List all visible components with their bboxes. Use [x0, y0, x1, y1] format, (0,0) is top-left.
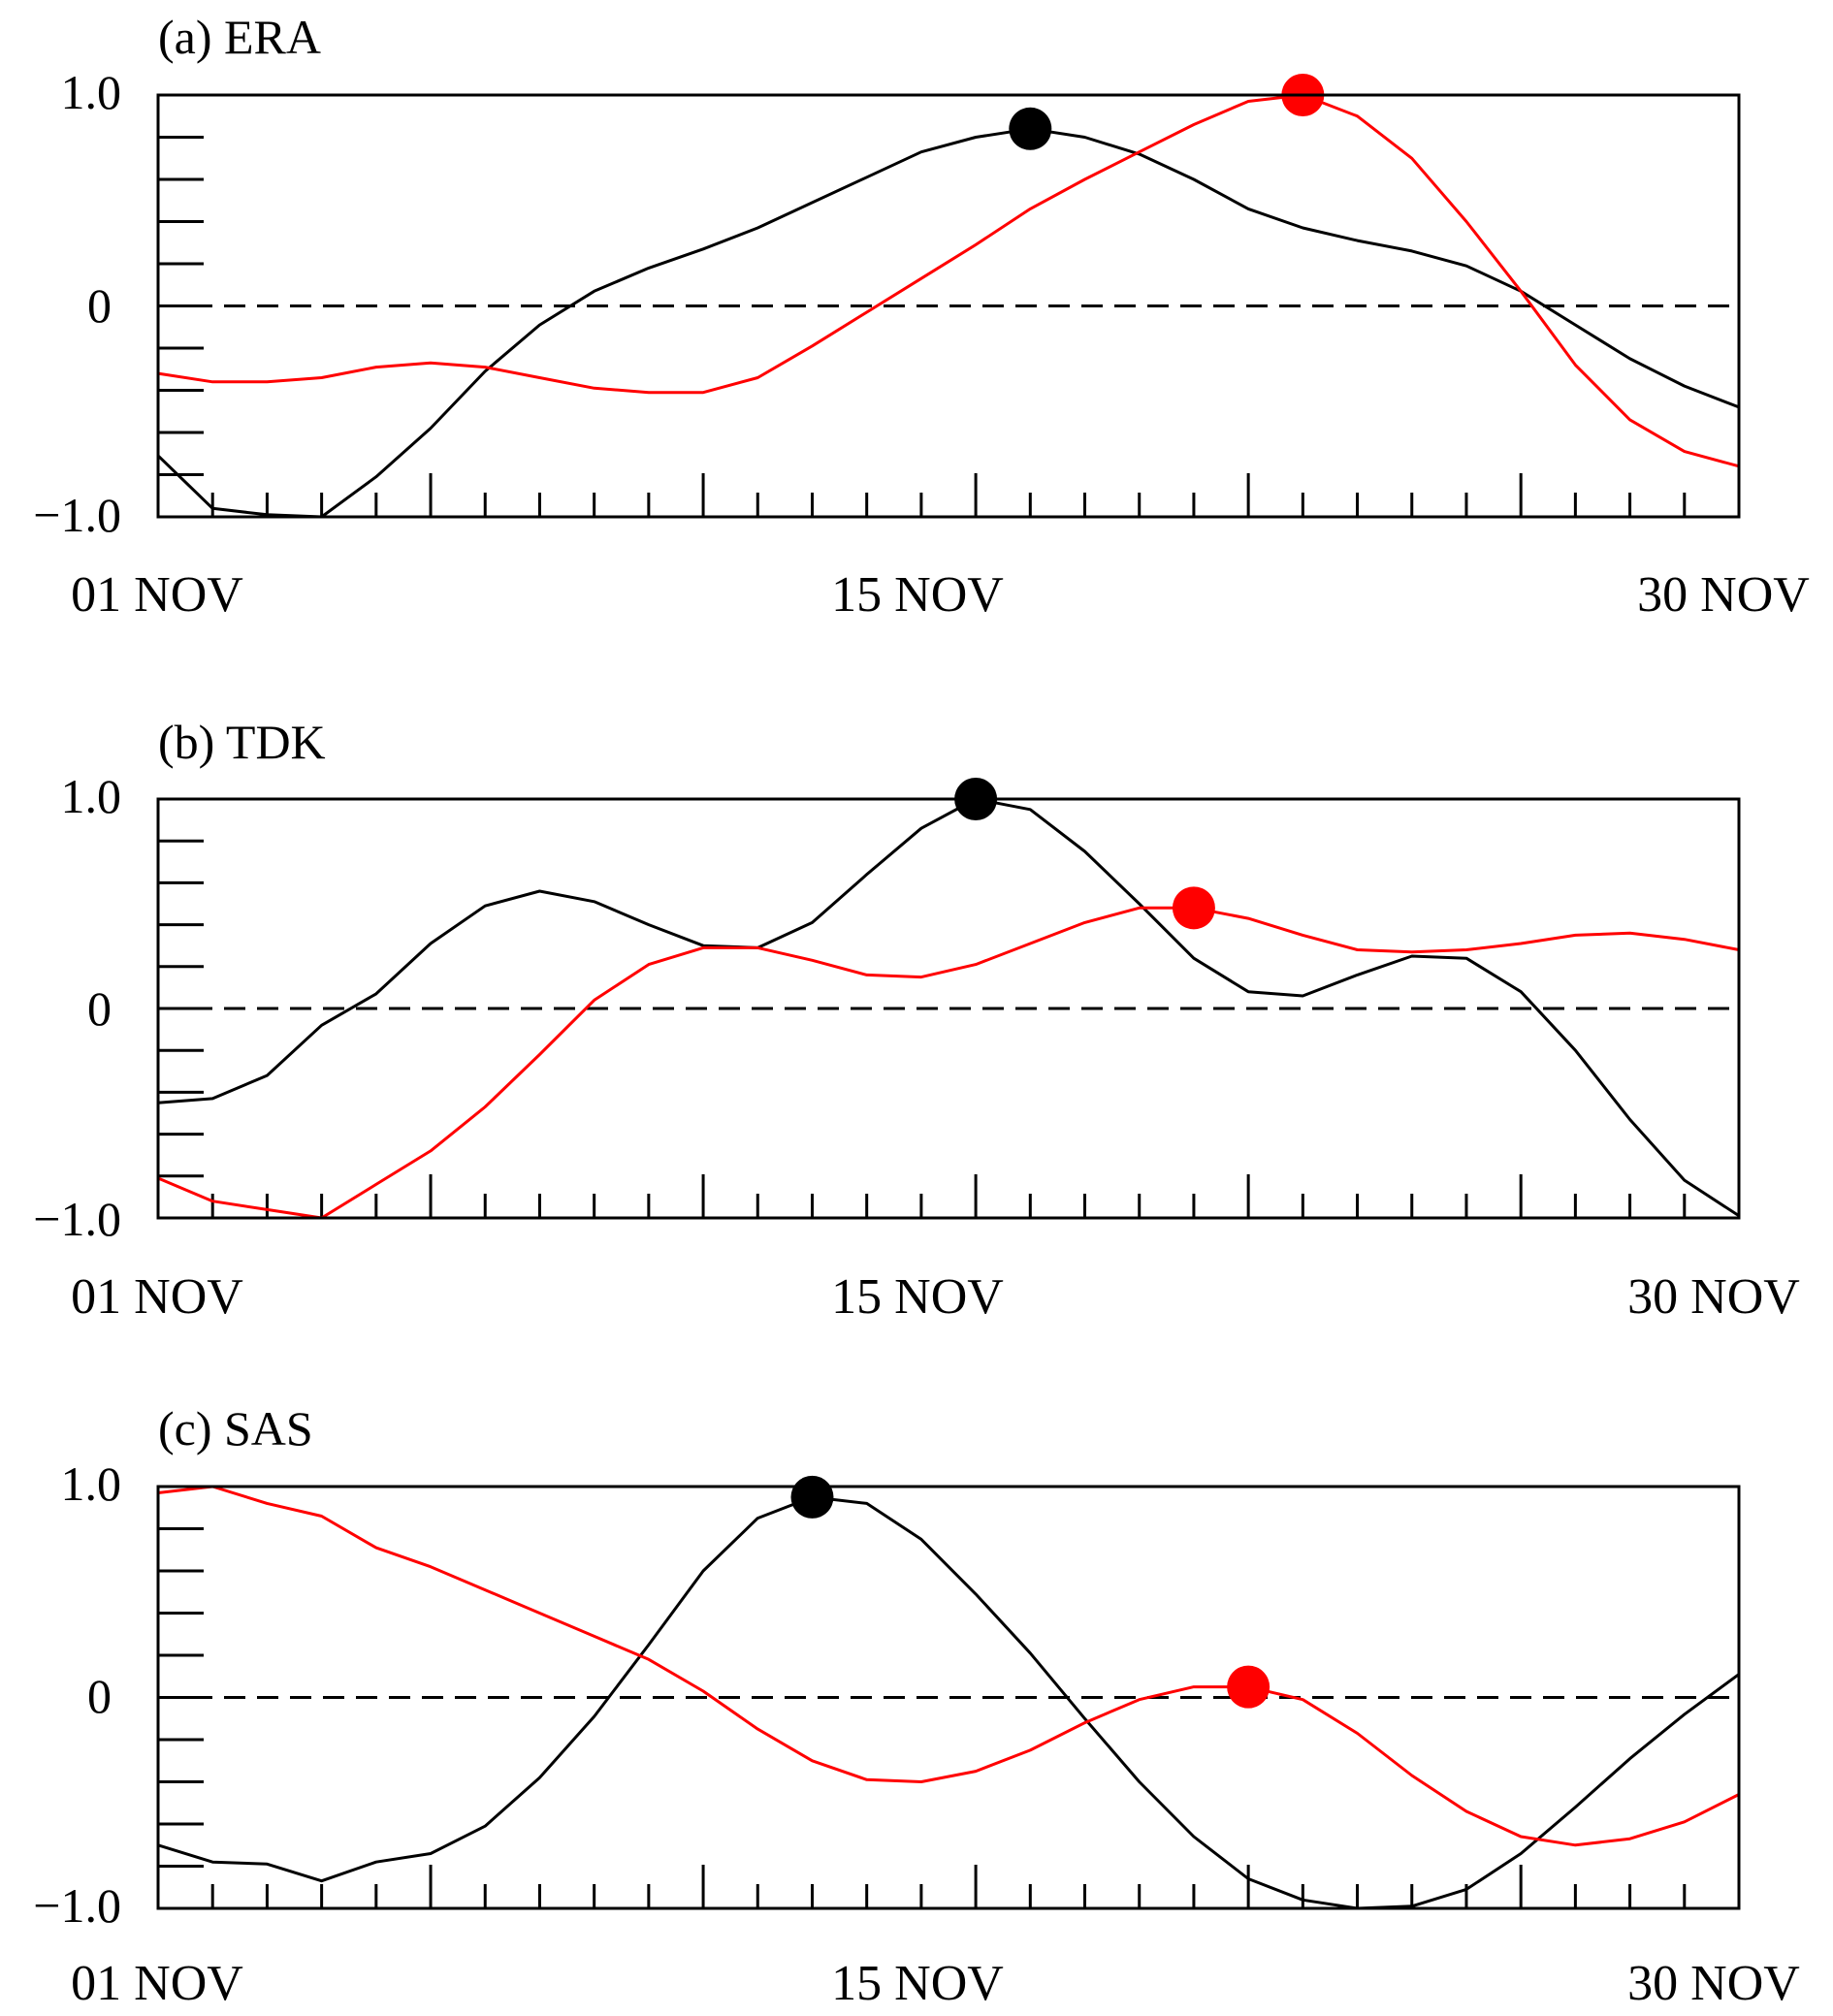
- series-line: [157, 797, 1740, 1218]
- peak-marker: [1009, 107, 1052, 150]
- x-tick-label-start: 01 NOV: [71, 1269, 243, 1325]
- y-tick-label-bottom: −1.0: [33, 488, 121, 542]
- panel-b: (b) TDK 1.0 0 −1.0 01 NOV 15 NOV 30 NOV: [33, 715, 1800, 1325]
- series-line: [157, 1495, 1740, 1910]
- y-tick-label-top: 1.0: [61, 1456, 122, 1511]
- panel-a: (a) ERA 1.0 0 −1.0 01 NOV 15 NOV 30 NOV: [33, 10, 1810, 623]
- plot-frame: [156, 797, 1741, 1220]
- panel-title: (a) ERA: [158, 10, 321, 64]
- series-line: [157, 1485, 1740, 1847]
- plot-area: [156, 778, 1741, 1220]
- x-tick-label-start: 01 NOV: [71, 567, 243, 623]
- series-line: [157, 906, 1740, 1220]
- x-tick-label-end: 30 NOV: [1627, 1956, 1800, 2011]
- x-tick-label-start: 01 NOV: [71, 1956, 243, 2011]
- panel-title: (b) TDK: [158, 715, 326, 769]
- peak-marker: [1227, 1665, 1270, 1709]
- peak-marker: [790, 1475, 834, 1519]
- y-tick-label-bottom: −1.0: [33, 1878, 121, 1933]
- y-tick-label-zero: 0: [87, 278, 112, 333]
- panel-title: (c) SAS: [158, 1401, 313, 1456]
- plot-area: [156, 1475, 1741, 1910]
- x-tick-label-mid: 15 NOV: [831, 1269, 1004, 1325]
- series-line: [156, 127, 1740, 519]
- y-tick-label-top: 1.0: [61, 65, 122, 119]
- series-line: [157, 93, 1740, 468]
- x-tick-label-end: 30 NOV: [1627, 1269, 1800, 1325]
- x-tick-label-mid: 15 NOV: [831, 567, 1004, 623]
- y-tick-label-zero: 0: [87, 981, 112, 1036]
- y-tick-label-top: 1.0: [61, 769, 122, 823]
- plot-frame: [156, 1485, 1741, 1910]
- panel-c: (c) SAS 1.0 0 −1.0 01 NOV 15 NOV 30 NOV: [33, 1401, 1800, 2011]
- plot-area: [156, 74, 1741, 519]
- y-tick-label-zero: 0: [87, 1669, 112, 1723]
- x-tick-label-end: 30 NOV: [1637, 567, 1810, 623]
- y-tick-label-bottom: −1.0: [33, 1192, 121, 1246]
- plot-frame: [156, 93, 1741, 519]
- x-tick-label-mid: 15 NOV: [831, 1956, 1004, 2011]
- peak-marker: [1172, 886, 1215, 930]
